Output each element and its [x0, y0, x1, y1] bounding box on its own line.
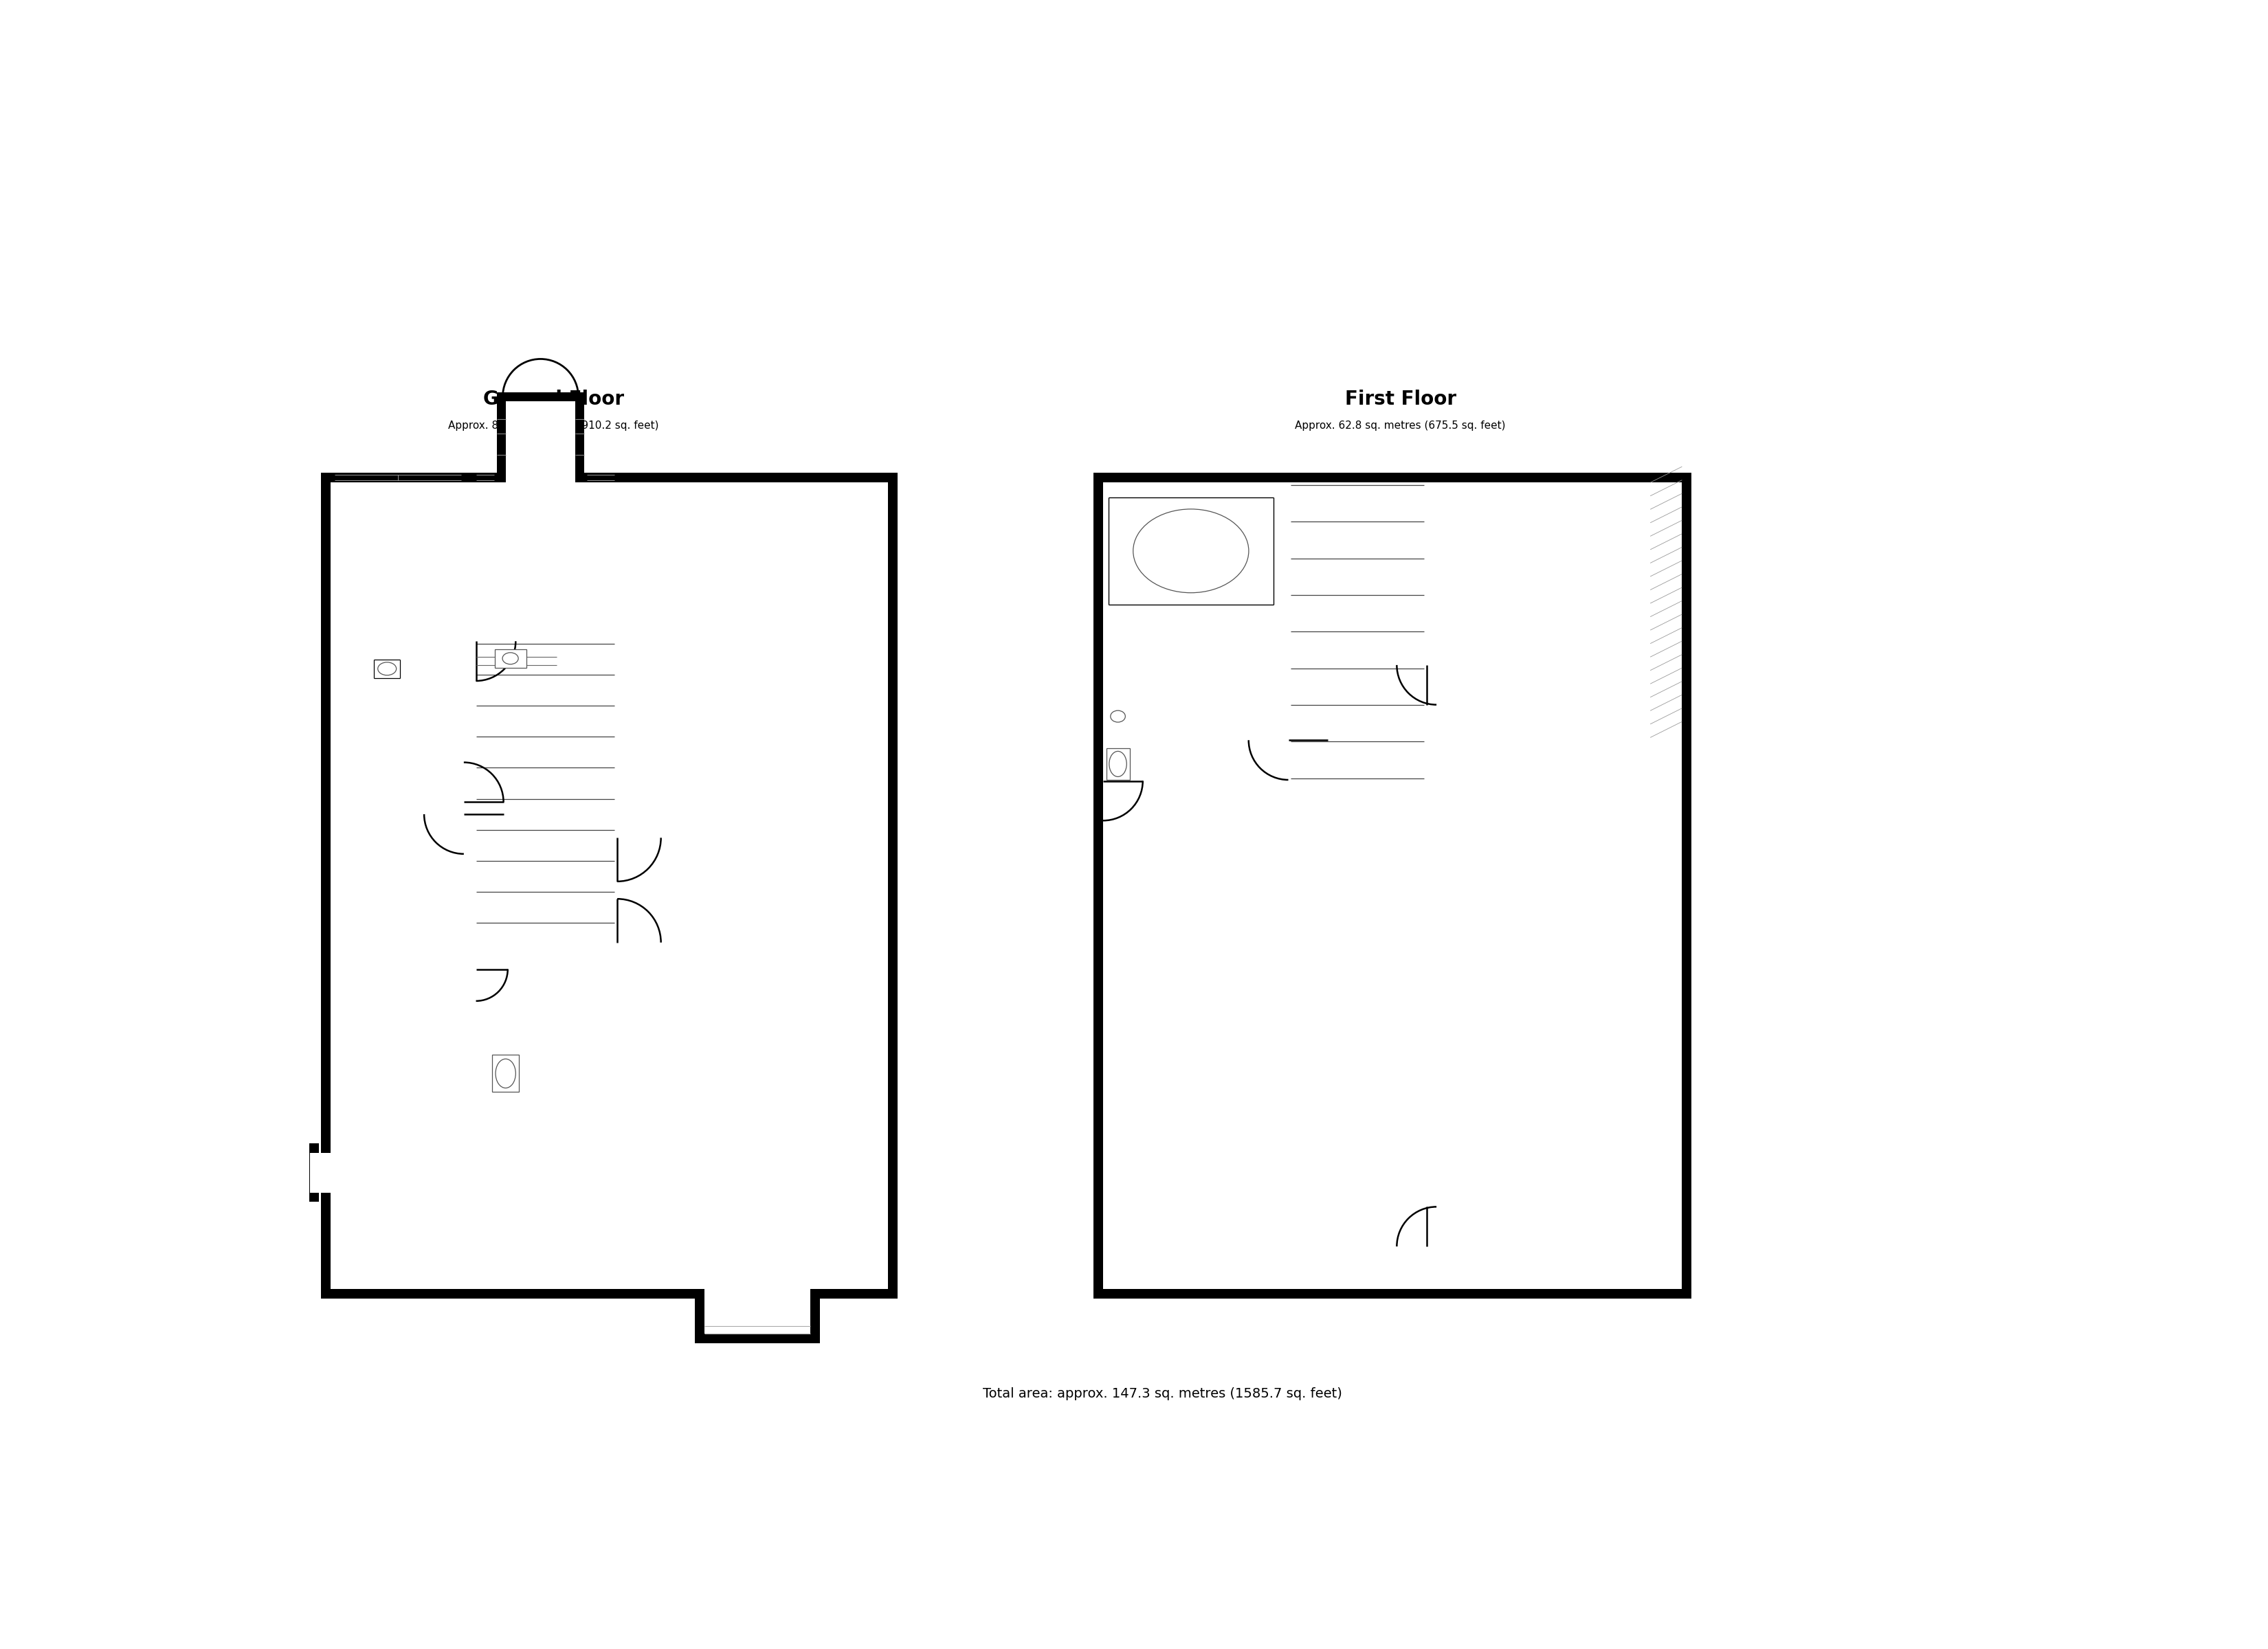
- Bar: [322, 473, 898, 483]
- Bar: [705, 1290, 810, 1334]
- Bar: [322, 1290, 898, 1298]
- Bar: [617, 897, 626, 1298]
- Text: Bedroom: Bedroom: [1513, 605, 1574, 617]
- Bar: [1093, 473, 1692, 483]
- Bar: [308, 1143, 320, 1202]
- Bar: [497, 401, 506, 483]
- Bar: [1651, 483, 1683, 737]
- Text: Bedroom: Bedroom: [1529, 1012, 1590, 1024]
- Text: Room: Room: [1170, 615, 1211, 627]
- Bar: [494, 650, 526, 668]
- Bar: [1109, 496, 1275, 605]
- Bar: [694, 1290, 705, 1344]
- Text: Garage: Garage: [372, 1044, 422, 1057]
- Bar: [465, 632, 626, 641]
- Bar: [331, 483, 889, 1290]
- Text: Kitchen: Kitchen: [519, 534, 572, 547]
- Text: First Floor: First Floor: [1345, 389, 1456, 409]
- Bar: [617, 473, 626, 887]
- Text: 3.32m x 2.47m: 3.32m x 2.47m: [508, 562, 581, 572]
- Bar: [465, 801, 474, 1298]
- Text: (10'11" x 8'1"): (10'11" x 8'1"): [510, 584, 581, 594]
- Bar: [465, 674, 474, 801]
- Bar: [474, 1088, 549, 1097]
- Text: 3.97m (13'): 3.97m (13'): [1236, 1037, 1293, 1047]
- Text: Utility: Utility: [376, 637, 417, 648]
- Ellipse shape: [497, 1059, 515, 1088]
- Text: 3.30m x 4.18m: 3.30m x 4.18m: [721, 1111, 794, 1121]
- Bar: [576, 401, 585, 483]
- Text: (16'10" x 13'9"): (16'10" x 13'9"): [719, 711, 796, 721]
- Text: x 4.18m (13'9") max: x 4.18m (13'9") max: [1495, 651, 1592, 660]
- Text: Ground Floor: Ground Floor: [483, 389, 624, 409]
- Bar: [322, 473, 331, 1298]
- Bar: [320, 1153, 331, 1192]
- Bar: [492, 1055, 519, 1092]
- Text: (10'10" x 13'9"): (10'10" x 13'9"): [719, 1131, 796, 1141]
- Bar: [1093, 727, 1288, 737]
- Bar: [1427, 473, 1436, 1298]
- Bar: [322, 801, 474, 811]
- Text: Approx. 62.8 sq. metres (675.5 sq. feet): Approx. 62.8 sq. metres (675.5 sq. feet): [1295, 420, 1506, 430]
- Bar: [810, 1290, 821, 1344]
- Bar: [1093, 782, 1288, 790]
- Bar: [1093, 1290, 1692, 1298]
- Text: Bedroom: Bedroom: [1234, 1012, 1297, 1024]
- Bar: [506, 402, 576, 473]
- Bar: [465, 473, 474, 641]
- Bar: [1427, 617, 1436, 668]
- Bar: [694, 1334, 821, 1344]
- Bar: [549, 960, 558, 1097]
- Bar: [1683, 473, 1692, 1298]
- Text: x 3.29m (10'10") max: x 3.29m (10'10") max: [1213, 1059, 1318, 1069]
- Bar: [1093, 473, 1102, 1298]
- Bar: [311, 1153, 322, 1192]
- Text: 4.49m (14'9"): 4.49m (14'9"): [1510, 630, 1576, 640]
- Bar: [1102, 782, 1284, 790]
- Bar: [889, 473, 898, 1298]
- Text: Shower: Shower: [1166, 590, 1218, 604]
- Bar: [1102, 483, 1683, 1290]
- Text: Room: Room: [737, 1087, 778, 1098]
- Bar: [1427, 782, 1692, 790]
- Bar: [506, 473, 576, 483]
- Bar: [1279, 737, 1288, 790]
- Bar: [1427, 1196, 1436, 1247]
- Bar: [617, 887, 626, 897]
- Bar: [705, 1288, 810, 1299]
- Text: Lounge: Lounge: [733, 663, 782, 674]
- Text: (11'2" x 13'9"): (11'2" x 13'9"): [1524, 1059, 1594, 1069]
- Text: 3.39m x 4.18m: 3.39m x 4.18m: [1522, 1037, 1597, 1047]
- Bar: [1107, 749, 1129, 780]
- Text: Dining: Dining: [735, 1065, 780, 1077]
- Text: Approx. 84.6 sq. metres (910.2 sq. feet): Approx. 84.6 sq. metres (910.2 sq. feet): [449, 420, 660, 430]
- Bar: [474, 960, 549, 970]
- Text: 5.14m x 4.18m: 5.14m x 4.18m: [721, 691, 794, 699]
- Bar: [497, 392, 585, 402]
- Text: Total area: approx. 147.3 sq. metres (1585.7 sq. feet): Total area: approx. 147.3 sq. metres (15…: [982, 1387, 1343, 1400]
- Bar: [1279, 473, 1288, 737]
- Bar: [617, 887, 898, 897]
- Ellipse shape: [1109, 752, 1127, 777]
